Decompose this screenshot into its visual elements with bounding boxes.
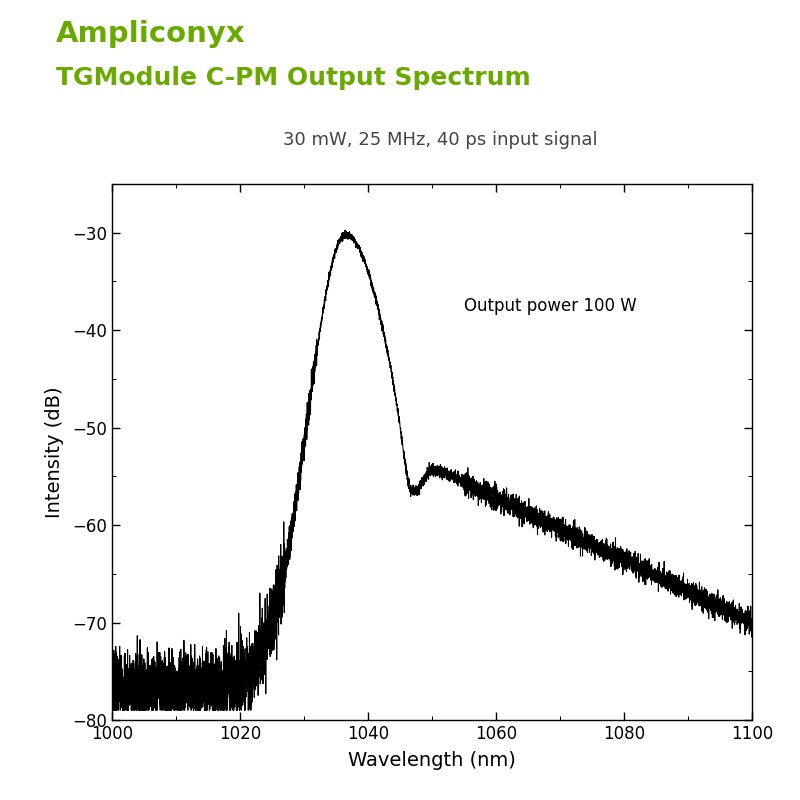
X-axis label: Wavelength (nm): Wavelength (nm) xyxy=(348,751,516,770)
Text: 30 mW, 25 MHz, 40 ps input signal: 30 mW, 25 MHz, 40 ps input signal xyxy=(282,131,598,149)
Y-axis label: Intensity (dB): Intensity (dB) xyxy=(45,386,64,518)
Text: Ampliconyx: Ampliconyx xyxy=(56,20,246,48)
Text: Output power 100 W: Output power 100 W xyxy=(464,297,637,315)
Text: TGModule C-PM Output Spectrum: TGModule C-PM Output Spectrum xyxy=(56,66,530,90)
